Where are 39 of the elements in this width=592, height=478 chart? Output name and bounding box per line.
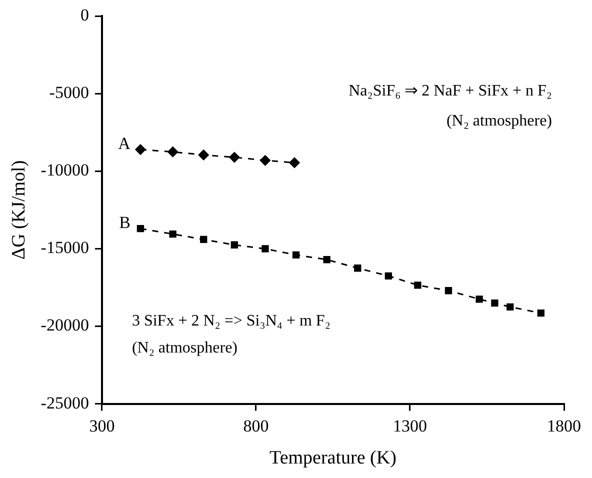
annotation: 3 SiFx + 2 N₂ => Si₃N₄ + m F₂ [132,312,330,330]
y-axis-title: ΔG (KJ/mol) [8,160,30,260]
y-tick-label: 0 [80,6,89,25]
y-tick-label: -20000 [40,316,89,335]
point [135,144,146,155]
y-tick-label: -10000 [40,160,89,180]
point [323,256,330,264]
point [384,272,392,280]
point [289,157,300,168]
x-tick-label: 300 [89,416,115,436]
point [260,155,270,166]
point [262,245,269,252]
annotation: (N₂ atmosphere) [132,339,238,356]
series-label: A [118,134,132,154]
y-tick-label: -5000 [49,83,89,102]
point [169,230,176,238]
point [168,146,178,158]
point [198,150,209,160]
point [354,264,362,272]
point [444,287,452,294]
point [292,251,300,259]
y-tick-label: -15000 [40,238,89,258]
x-tick-label: 1800 [547,416,581,436]
point [506,303,514,310]
point [414,282,422,289]
annotation: (N₂ atmosphere) [446,112,552,130]
x-tick-label: 800 [243,416,269,436]
point [230,241,238,248]
series-label: B [119,213,130,232]
y-tick-label: -25000 [40,393,89,412]
point [136,225,144,232]
x-axis-title: Temperature (K) [270,448,396,469]
point [476,296,483,303]
point [200,236,208,244]
annotation: Na₂SiF₆ ⇒ 2 NaF + SiFx + n F₂ [348,82,552,100]
point [491,299,498,307]
point [229,152,240,163]
x-tick-label: 1300 [392,416,427,436]
point [537,310,544,317]
